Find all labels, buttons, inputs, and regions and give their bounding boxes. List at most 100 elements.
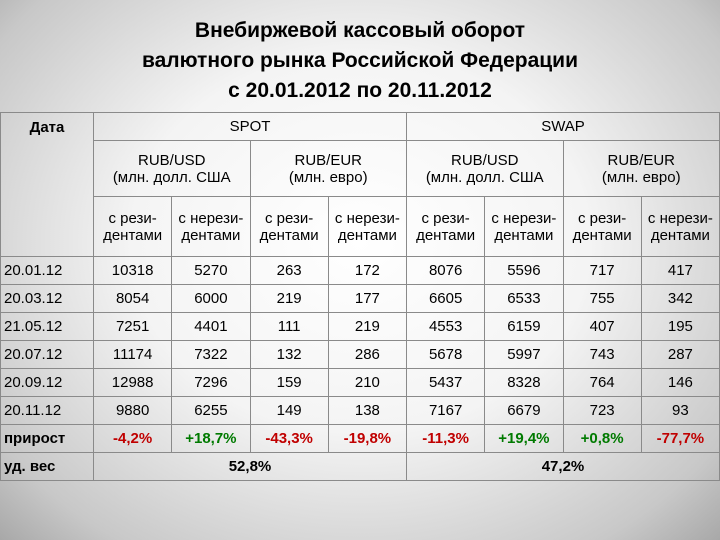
cell-value: 7251: [92, 312, 173, 341]
cell-value: 8076: [405, 256, 486, 285]
title-line: валютного рынка Российской Федерации: [141, 49, 578, 72]
cell-value: 5437: [405, 368, 486, 397]
sub-header: с нерези-дентами: [484, 196, 564, 257]
pair-name: RUB/USD: [137, 151, 206, 169]
growth-value: -4,2%: [92, 424, 173, 453]
sub-header-line: дентами: [572, 226, 632, 244]
sub-header-line: дентами: [103, 226, 163, 244]
sub-header-line: дентами: [259, 226, 319, 244]
cell-value: 219: [249, 284, 329, 313]
cell-value: 755: [562, 284, 642, 313]
pair-unit: (млн. долл. США: [112, 168, 231, 186]
row-date: 20.09.12: [0, 368, 94, 397]
growth-label: прирост: [0, 424, 94, 453]
cell-value: 723: [562, 396, 642, 425]
cell-value: 286: [327, 340, 408, 369]
cell-value: 177: [327, 284, 408, 313]
row-date: 20.03.12: [0, 284, 94, 313]
cell-value: 9880: [92, 396, 173, 425]
pair-header: RUB/USD (млн. долл. США: [93, 140, 251, 197]
sub-header-line: дентами: [416, 226, 476, 244]
cell-value: 93: [640, 396, 720, 425]
cell-value: 7296: [171, 368, 251, 397]
cell-value: 6605: [405, 284, 486, 313]
sub-header: с рези-дентами: [249, 196, 329, 257]
cell-value: 7322: [171, 340, 251, 369]
cell-value: 8054: [92, 284, 173, 313]
pair-header: RUB/EUR (млн. евро): [562, 140, 720, 197]
growth-value: -19,8%: [327, 424, 408, 453]
row-date: 21.05.12: [0, 312, 94, 341]
cell-value: 7167: [405, 396, 486, 425]
sub-header-line: с рези-: [264, 209, 314, 227]
sub-header: с нерези-дентами: [640, 196, 720, 257]
sub-header-line: с нерези-: [491, 209, 557, 227]
sub-header: с рези-дентами: [405, 196, 486, 257]
cell-value: 5596: [484, 256, 564, 285]
row-date: 20.01.12: [0, 256, 94, 285]
table-row: 21.05.12 7251 4401 111 219 4553 6159 407 195: [0, 312, 720, 341]
sub-header-line: с рези-: [108, 209, 157, 227]
table-row: RUB/USD (млн. долл. США RUB/EUR (млн. евро)…: [1, 140, 720, 197]
share-value: 47,2%: [406, 452, 720, 481]
cell-value: 743: [562, 340, 642, 369]
cell-value: 6679: [484, 396, 564, 425]
growth-value: -11,3%: [405, 424, 486, 453]
growth-value: -77,7%: [640, 424, 720, 453]
pair-name: RUB/USD: [450, 151, 519, 169]
growth-value: +19,4%: [484, 424, 564, 453]
growth-value: +0,8%: [562, 424, 642, 453]
title: Внебиржевой кассовый оборот валютного ры…: [0, 16, 720, 106]
pair-unit: (млн. евро): [288, 168, 368, 186]
cell-value: 172: [327, 256, 408, 285]
sub-header-line: дентами: [494, 226, 554, 244]
cell-value: 146: [640, 368, 720, 397]
table-row: прирост -4,2% +18,7% -43,3% -19,8% -11,3% +19,…: [0, 424, 720, 453]
cell-value: 5678: [405, 340, 486, 369]
group-header: SPOT: [93, 112, 407, 141]
cell-value: 12988: [92, 368, 173, 397]
row-date: 20.07.12: [0, 340, 94, 369]
turnover-table: Дата SPOT SWAP RUB/USD (млн. долл. США RUB/EU…: [0, 112, 720, 481]
cell-value: 6533: [484, 284, 564, 313]
sub-header: с нерези-дентами: [171, 196, 251, 257]
table-row: 20.11.12 9880 6255 149 138 7167 6679 723 93: [0, 396, 720, 425]
table-row: 20.03.12 8054 6000 219 177 6605 6533 755 342: [0, 284, 720, 313]
row-date: 20.11.12: [0, 396, 94, 425]
title-line: с 20.01.2012 по 20.11.2012: [228, 79, 492, 102]
cell-value: 4401: [171, 312, 251, 341]
cell-value: 5270: [171, 256, 251, 285]
cell-value: 10318: [92, 256, 173, 285]
pair-name: RUB/EUR: [294, 151, 362, 169]
cell-value: 159: [249, 368, 329, 397]
sub-header-line: с рези-: [421, 209, 470, 227]
cell-value: 263: [249, 256, 329, 285]
cell-value: 195: [640, 312, 720, 341]
cell-value: 4553: [405, 312, 486, 341]
cell-value: 6255: [171, 396, 251, 425]
cell-value: 417: [640, 256, 720, 285]
cell-value: 132: [249, 340, 329, 369]
share-value: 52,8%: [93, 452, 407, 481]
cell-value: 11174: [92, 340, 173, 369]
table-row: 20.01.12 10318 5270 263 172 8076 5596 717 417: [0, 256, 720, 285]
pair-name: RUB/EUR: [607, 151, 675, 169]
cell-value: 342: [640, 284, 720, 313]
title-line: Внебиржевой кассовый оборот: [194, 19, 526, 42]
sub-header: с рези-дентами: [92, 196, 173, 257]
sub-header: с нерези-дентами: [327, 196, 408, 257]
sub-header-line: дентами: [650, 226, 710, 244]
table-row: 20.07.12 11174 7322 132 286 5678 5997 743 287: [0, 340, 720, 369]
table-row: 20.09.12 12988 7296 159 210 5437 8328 764 146: [0, 368, 720, 397]
cell-value: 287: [640, 340, 720, 369]
share-label: уд. вес: [0, 452, 94, 481]
table-row: уд. вес 52,8% 47,2%: [0, 452, 720, 481]
group-header: SWAP: [406, 112, 720, 141]
sub-header-line: с рези-: [577, 209, 627, 227]
cell-value: 6159: [484, 312, 564, 341]
date-header: Дата: [0, 112, 94, 257]
sub-header: с рези-дентами: [562, 196, 642, 257]
cell-value: 717: [562, 256, 642, 285]
cell-value: 219: [327, 312, 408, 341]
